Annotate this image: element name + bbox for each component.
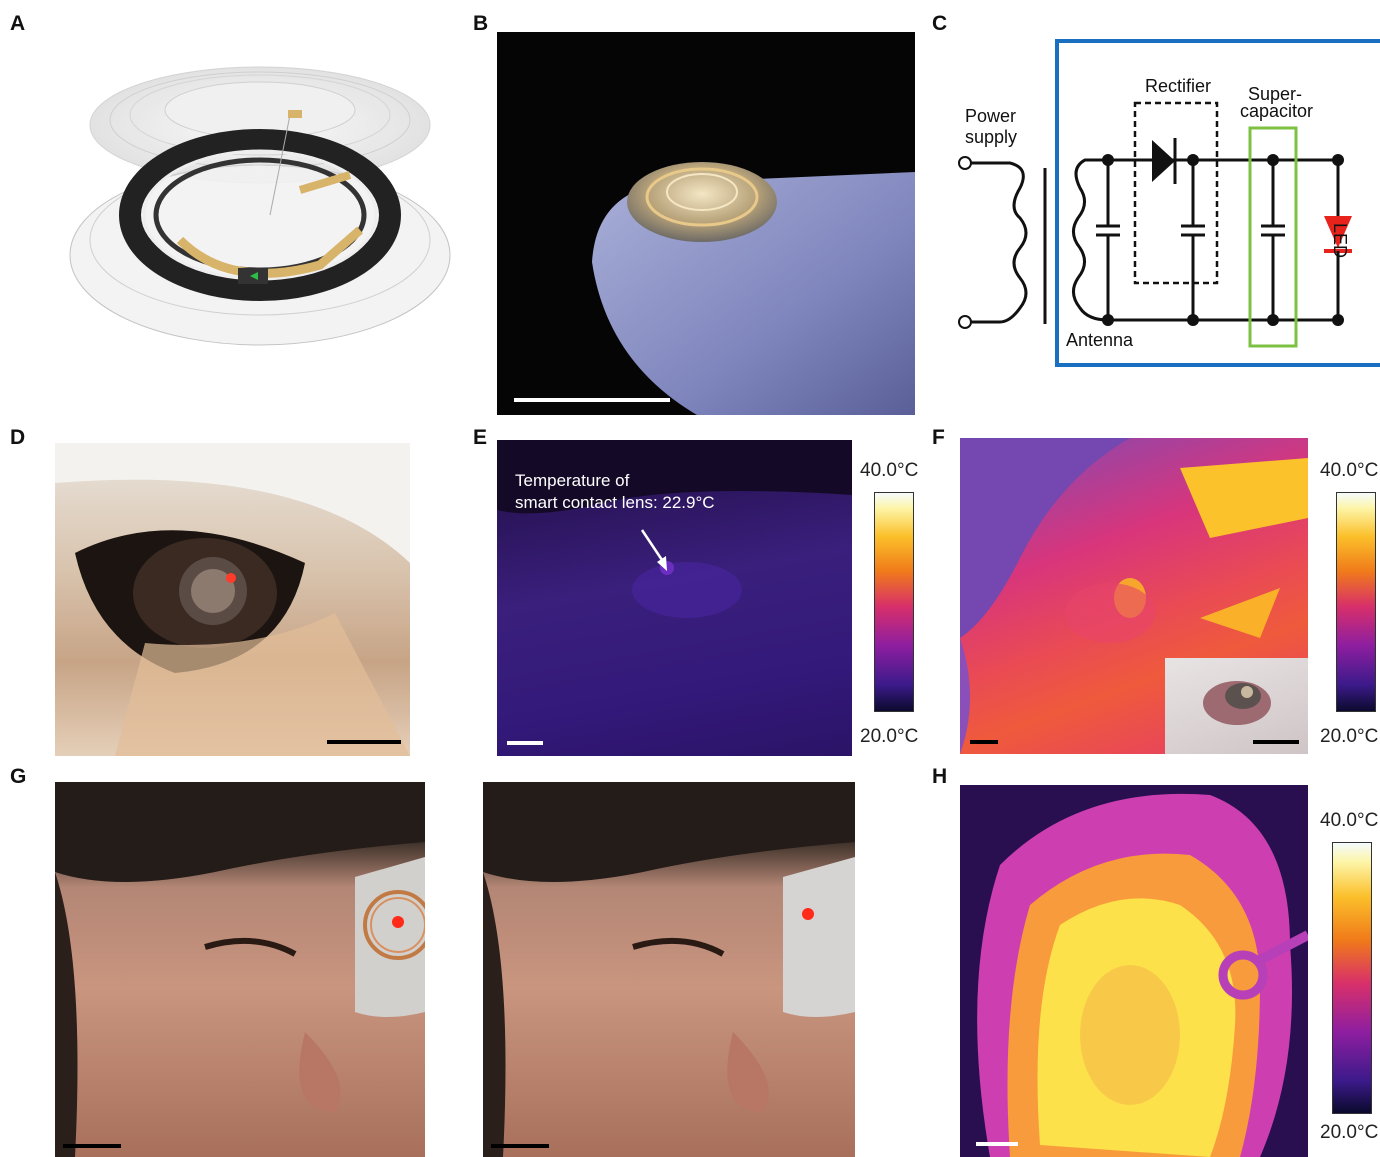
power-supply-label: Power supply [965,106,1018,147]
face-photo-with-antenna [55,782,425,1157]
panel-label-a: A [10,12,26,35]
colorbar-max-label: 40.0°C [1320,810,1379,831]
colorbar-min-label: 20.0°C [860,726,919,747]
panel-label-d: D [10,426,26,449]
scale-bar [970,740,998,744]
panel-label-e: E [473,426,488,449]
circuit-diagram: Power supply Rectifier Super- capacitor … [950,38,1380,368]
lens-temperature-annotation: Temperature of smart contact lens: 22.9°… [515,471,715,512]
colorbar-min-label: 20.0°C [1320,1122,1379,1143]
supercapacitor-label: Super- capacitor [1240,84,1314,121]
antenna-label: Antenna [1066,330,1134,350]
panel-label-g: G [10,765,27,788]
panel-label-h: H [932,765,948,788]
led-label: LED [1330,223,1350,259]
scale-bar [507,741,543,745]
mannequin-eye-photo [55,443,410,756]
rectifier-label: Rectifier [1145,76,1212,96]
lens-exploded-illustration [60,40,460,360]
panel-label-c: C [932,12,948,35]
scale-bar [1253,740,1299,744]
colorbar-max-label: 40.0°C [1320,460,1379,481]
scale-bar [976,1142,1018,1146]
colorbar-min-label: 20.0°C [1320,726,1379,747]
temperature-colorbar [1332,842,1372,1114]
panel-label-f: F [932,426,945,449]
thermal-image-rabbit-eye [960,438,1308,754]
colorbar-max-label: 40.0°C [860,460,919,481]
temperature-colorbar [1336,492,1376,712]
thermal-image-mannequin: Temperature of smart contact lens: 22.9°… [497,440,852,756]
scale-bar [514,398,670,402]
scale-bar [63,1144,121,1148]
rabbit-eye-photo-inset [1165,658,1308,754]
lens-on-fingertip-photo [497,32,915,415]
panel-label-b: B [473,12,489,35]
scale-bar [491,1144,549,1148]
scale-bar [327,740,401,744]
temperature-colorbar [874,492,914,712]
face-photo-without-antenna [483,782,855,1157]
thermal-image-face [960,785,1308,1157]
